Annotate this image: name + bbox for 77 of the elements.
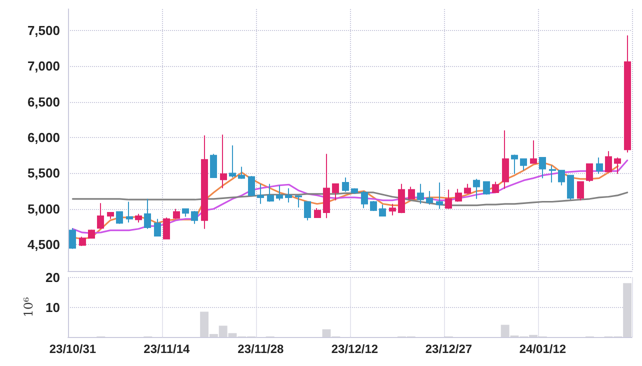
candlestick <box>473 178 480 200</box>
candlestick <box>455 188 462 202</box>
candlestick <box>492 181 499 193</box>
candlestick <box>332 183 339 201</box>
candlestick <box>558 170 565 186</box>
candlestick <box>370 200 377 212</box>
candlestick <box>614 156 621 174</box>
candlestick <box>624 34 631 153</box>
y-tick-label: 6,000 <box>27 130 60 145</box>
candlestick <box>464 183 471 194</box>
candlestick <box>97 202 104 230</box>
candlestick <box>126 201 133 223</box>
candlestick <box>116 211 123 224</box>
candlestick <box>295 194 302 208</box>
candlestick <box>445 189 452 210</box>
candlestick <box>539 156 546 179</box>
candlestick <box>201 134 208 230</box>
candlestick <box>88 229 95 239</box>
y-tick-label: 7,500 <box>27 22 60 38</box>
y-tick-label: 6,500 <box>27 94 60 110</box>
candlestick <box>605 150 612 172</box>
candlestick <box>314 208 321 218</box>
candlestick <box>154 218 161 237</box>
candlestick <box>248 176 255 197</box>
y-tick-label: 7,000 <box>27 58 60 74</box>
candlestick <box>398 183 405 214</box>
y-tick-label: 5,000 <box>27 201 60 216</box>
candlestick <box>379 204 386 217</box>
x-tick-label: 23/11/14 <box>144 342 190 356</box>
candlestick <box>163 216 170 240</box>
candlestick <box>69 228 76 250</box>
candlestick <box>436 182 443 210</box>
x-tick-label: 23/10/31 <box>49 342 96 356</box>
candlestick <box>220 134 227 189</box>
candlestick <box>285 188 292 203</box>
candlestick <box>483 181 490 196</box>
candlestick <box>191 210 198 224</box>
candlestick <box>323 153 330 219</box>
candlestick <box>342 176 349 192</box>
candlestick <box>426 190 433 206</box>
x-tick-label: 23/11/28 <box>238 342 284 356</box>
y-tick-label: 5,500 <box>27 166 60 181</box>
line-series <box>72 192 628 206</box>
candlestick <box>238 166 245 180</box>
candlestick <box>586 163 593 182</box>
candlestick <box>210 153 217 178</box>
candlestick <box>144 198 151 230</box>
candlestick <box>596 156 603 174</box>
candlestick <box>257 183 264 204</box>
candlestick <box>267 183 274 202</box>
candlestick <box>530 140 537 164</box>
candlestick <box>107 212 114 220</box>
candlestick <box>304 201 311 221</box>
y-tick-label: 10 <box>46 300 60 315</box>
x-tick-label: 23/12/12 <box>331 342 378 356</box>
x-tick-label: 23/12/27 <box>425 342 472 356</box>
candlestick <box>549 164 556 183</box>
y-tick-label: 4,500 <box>27 237 60 252</box>
candlestick <box>520 158 527 171</box>
candlestick <box>389 203 396 216</box>
candlestick <box>511 154 518 174</box>
candlestick <box>79 236 86 247</box>
candlestick <box>502 130 509 190</box>
candlestick <box>229 144 236 178</box>
candlestick <box>417 183 424 204</box>
candlestick <box>182 208 189 218</box>
candlestick <box>361 190 368 209</box>
candlestick <box>577 181 584 201</box>
candlestick <box>276 184 283 201</box>
candlestick <box>173 208 180 220</box>
y-tick-label: 20 <box>46 270 60 285</box>
candlestick <box>135 213 142 223</box>
candlestick <box>408 186 415 200</box>
candlestick <box>351 188 358 194</box>
y-axis-title: 10⁶ <box>22 297 36 318</box>
x-tick-label: 24/01/12 <box>519 342 566 356</box>
candlestick <box>567 174 574 200</box>
